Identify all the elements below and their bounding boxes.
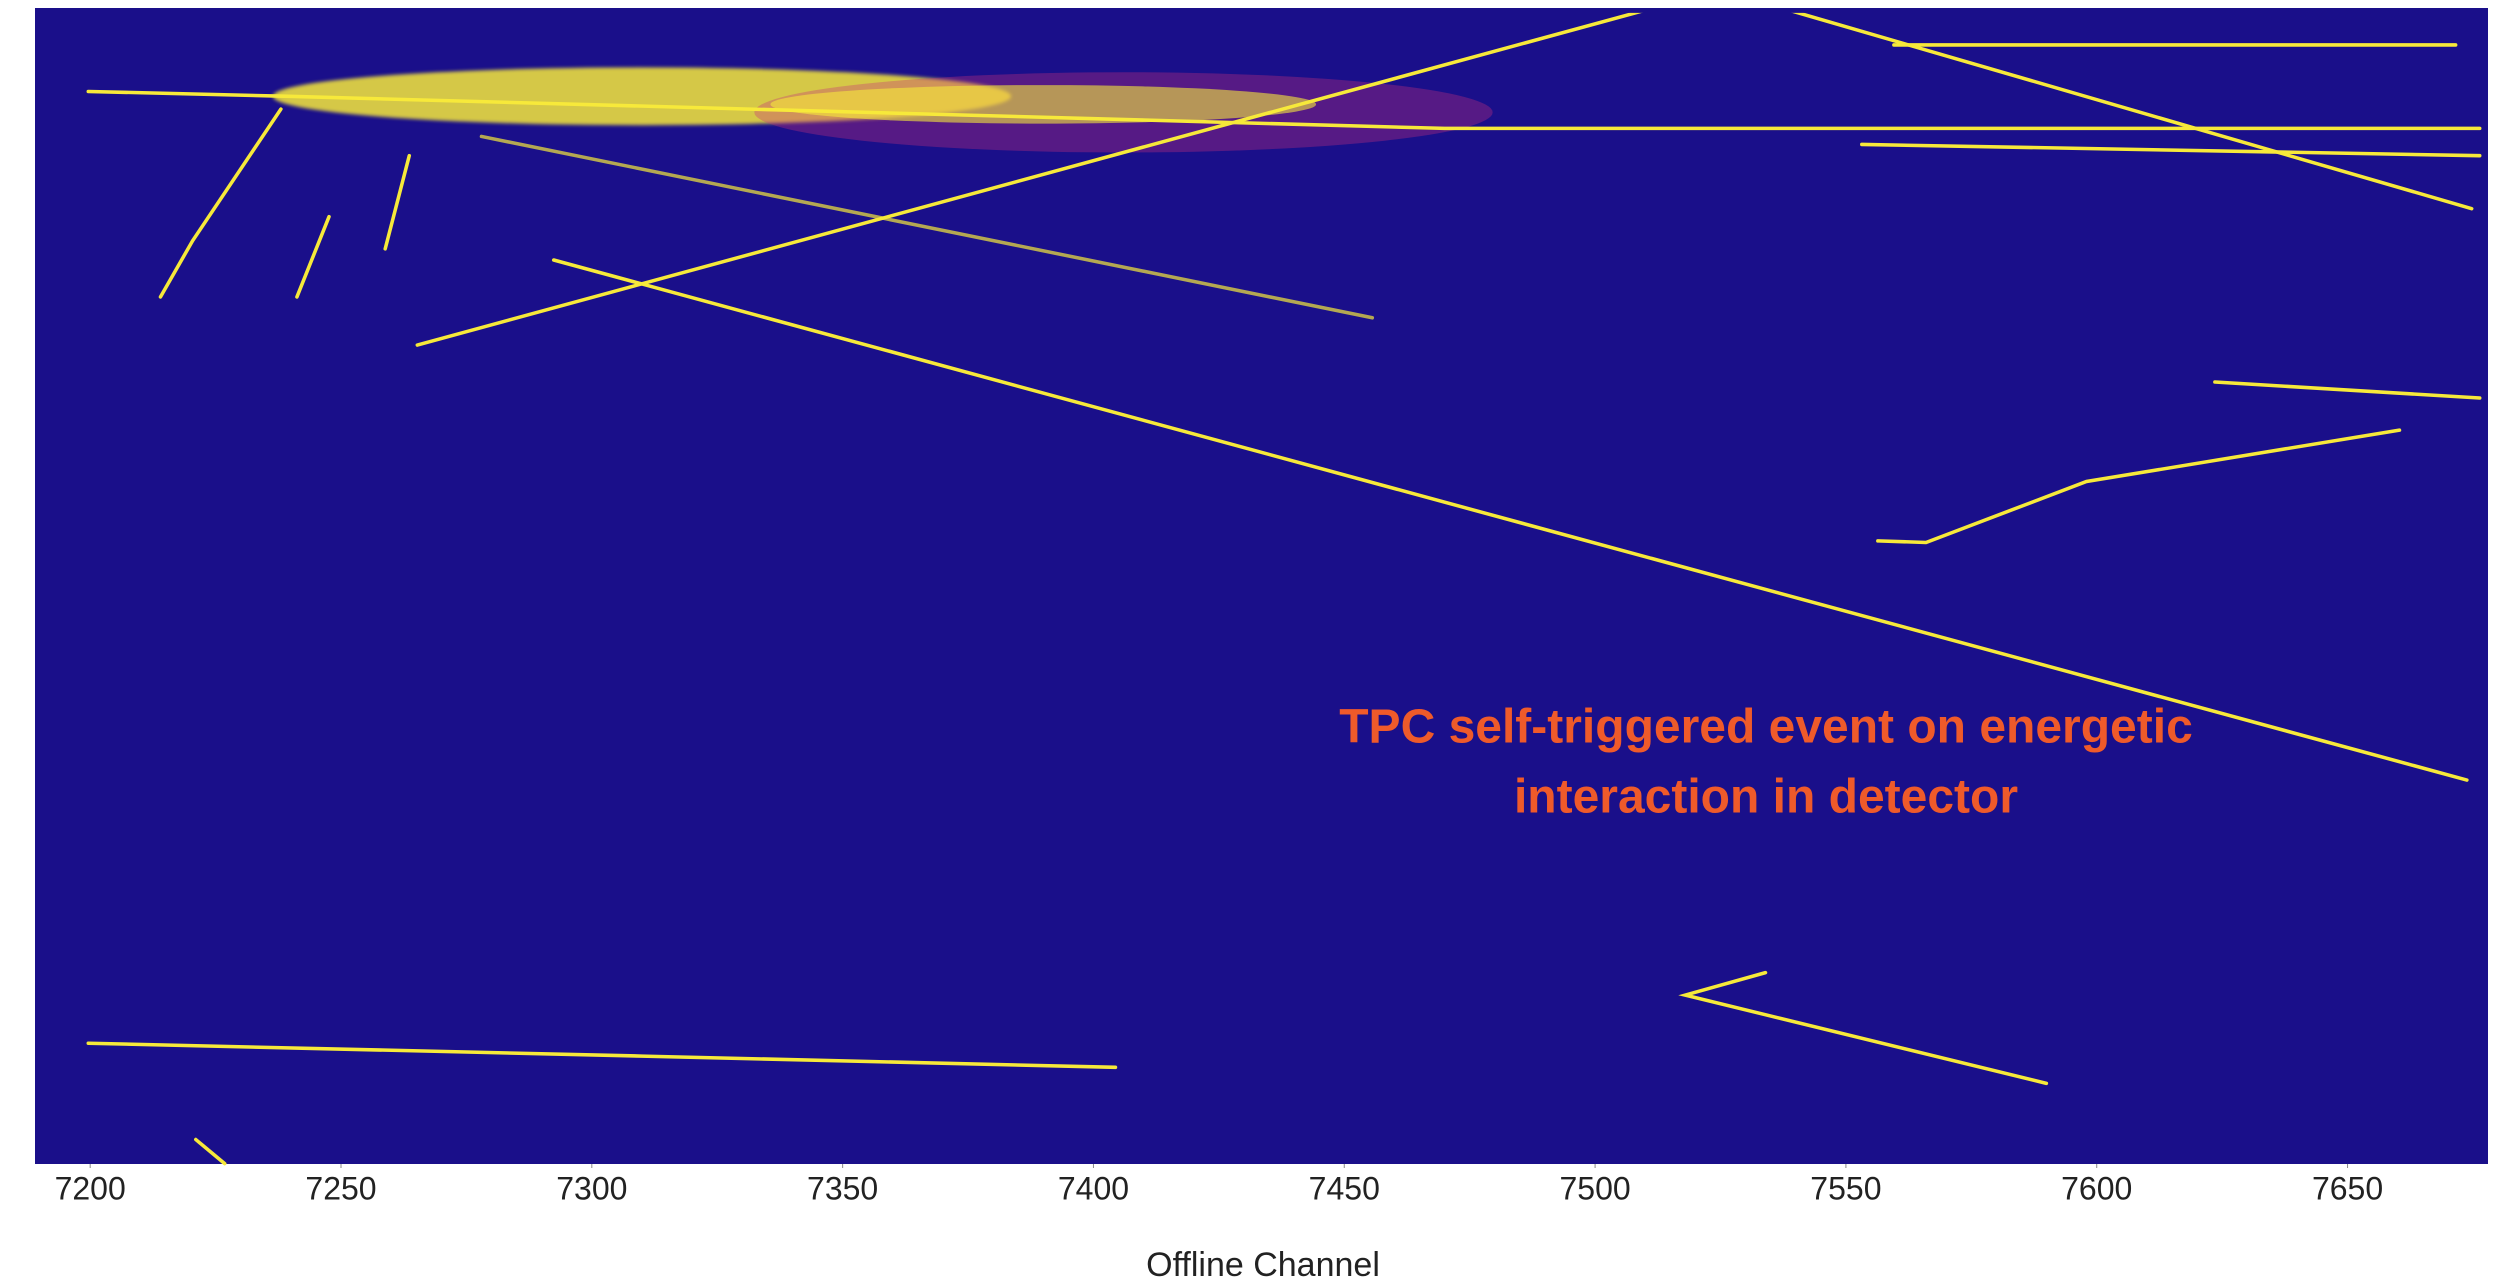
x-axis-label: Offline Channel [1146, 1246, 1380, 1283]
x-tick-label: 7450 [1309, 1170, 1380, 1206]
annotation: interaction in detector [1514, 771, 2018, 824]
chart: TPC self-triggered event on energetic in… [0, 0, 2504, 1283]
annotation: TPC self-triggered event on energetic [1339, 701, 2193, 754]
x-tick-label: 7500 [1559, 1170, 1630, 1206]
x-tick-label: 7300 [556, 1170, 627, 1206]
x-tick-label: 7400 [1058, 1170, 1129, 1206]
x-tick-label: 7600 [2061, 1170, 2132, 1206]
x-tick-label: 7350 [807, 1170, 878, 1206]
x-tick-label: 7550 [1810, 1170, 1881, 1206]
x-tick-label: 7200 [55, 1170, 126, 1206]
x-tick-label: 7650 [2312, 1170, 2383, 1206]
x-tick-label: 7250 [305, 1170, 376, 1206]
